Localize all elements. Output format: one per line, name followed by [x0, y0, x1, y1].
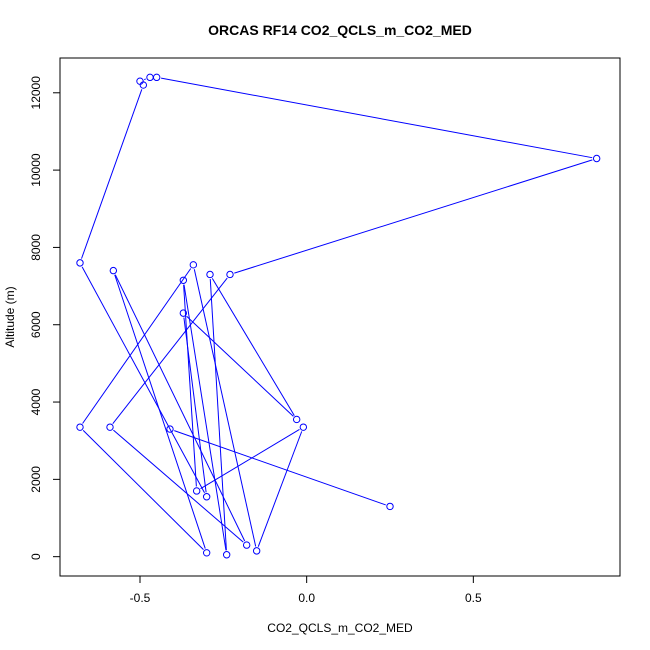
y-tick-label: 2000 [29, 466, 43, 493]
data-point [242, 541, 251, 549]
series-segment [174, 430, 386, 506]
chart-title: ORCAS RF14 CO2_QCLS_m_CO2_MED [208, 22, 472, 38]
y-tick-label: 6000 [29, 311, 43, 338]
x-tick-label: 0.5 [465, 591, 482, 605]
series-segment [81, 89, 143, 259]
series-segment [112, 277, 228, 424]
series-segment [186, 315, 294, 417]
data-point [76, 423, 84, 431]
x-axis-label: CO2_QCLS_m_CO2_MED [267, 621, 413, 635]
y-axis-label: Altitude (m) [3, 286, 17, 347]
y-tick-label: 10000 [29, 153, 43, 187]
data-point [76, 259, 84, 267]
y-axis: 0 2000 4000 6000 8000 10000 12000 [29, 76, 61, 560]
data-point [202, 549, 211, 557]
data-point [592, 154, 601, 163]
series-segment [200, 429, 300, 490]
series-segment [257, 431, 303, 547]
x-tick-label: 0.0 [298, 591, 315, 605]
series-layer [76, 73, 601, 559]
data-point [386, 502, 394, 511]
x-tick-label: -0.5 [130, 591, 151, 605]
data-point [152, 73, 161, 82]
data-point [106, 423, 114, 431]
data-point [179, 276, 188, 284]
series-segment [183, 284, 227, 551]
series-segment [114, 274, 206, 549]
data-point [206, 270, 214, 279]
series-segment [234, 159, 593, 274]
series-segment [183, 317, 207, 493]
data-point [292, 415, 301, 424]
series-segment [82, 429, 204, 550]
data-point [109, 266, 118, 275]
series-segment [161, 77, 593, 159]
data-point [252, 547, 261, 555]
data-point [202, 493, 211, 501]
y-tick-label: 8000 [29, 234, 43, 261]
series-segment [144, 78, 146, 81]
data-point [179, 309, 188, 317]
series-segment [211, 278, 295, 416]
data-point [139, 81, 148, 89]
y-tick-label: 4000 [29, 388, 43, 415]
series-segment [183, 284, 197, 487]
series-segment [209, 278, 227, 551]
data-point [222, 551, 231, 559]
series-segment [82, 268, 192, 424]
data-point [146, 73, 154, 82]
y-tick-label: 0 [29, 553, 43, 560]
data-point [189, 261, 198, 269]
data-point [136, 77, 144, 85]
data-point [166, 425, 174, 433]
data-point [192, 487, 201, 495]
plot-frame [59, 57, 621, 577]
series-segment [81, 266, 205, 494]
data-point [299, 423, 308, 431]
y-tick-label: 12000 [29, 76, 43, 110]
x-axis: -0.5 0.0 0.5 [130, 575, 482, 605]
data-point [226, 270, 234, 279]
series-segment [193, 269, 257, 547]
